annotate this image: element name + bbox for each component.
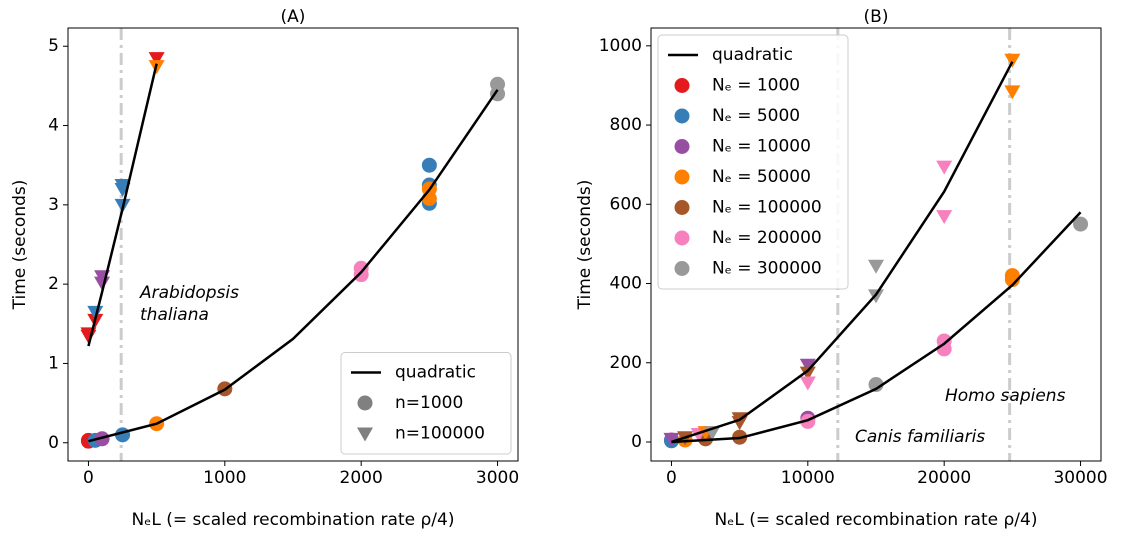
- y-tick-label: 5: [48, 36, 59, 56]
- point: [936, 210, 953, 225]
- point: [663, 432, 680, 447]
- annotation-line: Homo sapiens: [945, 386, 1066, 406]
- legend-box: [657, 34, 849, 290]
- legend-label: n=100000: [395, 424, 485, 444]
- point: [1004, 53, 1021, 68]
- fit-curve: [671, 211, 1082, 444]
- legend-label: n=1000: [395, 393, 463, 413]
- fit-curve: [87, 63, 158, 347]
- y-tick-label: 400: [610, 274, 642, 294]
- y-tick-label: 1000: [599, 36, 642, 56]
- legend-label: Nₑ = 300000: [712, 259, 822, 279]
- x-tick-label: 1000: [203, 468, 246, 488]
- annotation: Homo sapiens: [945, 386, 1066, 406]
- legend-marker: [674, 78, 690, 93]
- legend-label: Nₑ = 1000: [712, 76, 800, 96]
- legend-marker: [674, 200, 690, 215]
- legend-label: Nₑ = 100000: [712, 198, 822, 218]
- point: [799, 366, 816, 381]
- point: [1073, 216, 1089, 232]
- point: [87, 305, 104, 320]
- y-tick-label: 4: [48, 116, 59, 136]
- y-tick-label: 0: [631, 432, 642, 452]
- y-axis-label: Time (seconds): [10, 180, 30, 311]
- legend-label: Nₑ = 200000: [712, 228, 822, 248]
- plot-frame: [67, 27, 519, 462]
- annotation: Canis familiaris: [855, 427, 985, 447]
- y-tick-label: 2: [48, 274, 59, 294]
- legend-label: Nₑ = 10000: [712, 137, 811, 157]
- plot-frame: [650, 27, 1102, 462]
- legend-marker: [674, 108, 690, 124]
- point: [799, 376, 816, 391]
- y-tick-label: 800: [610, 115, 642, 135]
- fit-curve: [88, 89, 499, 443]
- annotation-line: thaliana: [140, 305, 209, 325]
- legend-box: [340, 352, 512, 455]
- x-axis-label: NₑL (= scaled recombination rate ρ/4): [132, 510, 455, 530]
- y-axis-label: Time (seconds): [575, 180, 595, 311]
- point: [1004, 85, 1021, 100]
- point: [490, 86, 506, 102]
- x-tick-label: 2000: [340, 468, 383, 488]
- legend-label: quadratic: [395, 363, 476, 383]
- x-tick-label: 3000: [476, 468, 519, 488]
- legend-marker: [674, 169, 690, 185]
- legend-label: Nₑ = 5000: [712, 106, 800, 126]
- y-tick-label: 1: [48, 353, 59, 373]
- x-tick-label: 0: [83, 468, 94, 488]
- x-tick-label: 0: [666, 468, 677, 488]
- point: [731, 416, 748, 431]
- y-tick-label: 3: [48, 195, 59, 215]
- legend-marker: [674, 230, 690, 246]
- point: [148, 52, 165, 67]
- y-tick-label: 0: [48, 433, 59, 453]
- annotation-line: Arabidopsis: [139, 283, 239, 303]
- annotation: Arabidopsis thaliana: [139, 283, 239, 325]
- point: [868, 259, 884, 274]
- x-tick-label: 20000: [917, 468, 971, 488]
- point: [868, 377, 884, 393]
- annotation-line: Canis familiaris: [855, 427, 985, 447]
- legend-marker: [674, 261, 690, 276]
- fit-curve: [671, 61, 1014, 444]
- legend-label: Nₑ = 50000: [712, 167, 811, 187]
- point: [421, 191, 437, 207]
- point: [421, 157, 437, 173]
- legend-marker: [357, 427, 373, 442]
- x-tick-label: 10000: [781, 468, 835, 488]
- legend-marker: [357, 395, 373, 411]
- y-tick-label: 600: [610, 194, 642, 214]
- point: [936, 160, 953, 175]
- point: [799, 358, 816, 373]
- panel-title: (A): [281, 7, 306, 27]
- point: [353, 260, 369, 276]
- legend-marker: [674, 139, 690, 154]
- x-axis-label: NₑL (= scaled recombination rate ρ/4): [715, 510, 1038, 530]
- legend-label: quadratic: [712, 45, 793, 65]
- point: [1004, 272, 1020, 288]
- x-tick-label: 30000: [1053, 468, 1107, 488]
- panel-title: (B): [864, 7, 889, 27]
- y-tick-label: 200: [610, 353, 642, 373]
